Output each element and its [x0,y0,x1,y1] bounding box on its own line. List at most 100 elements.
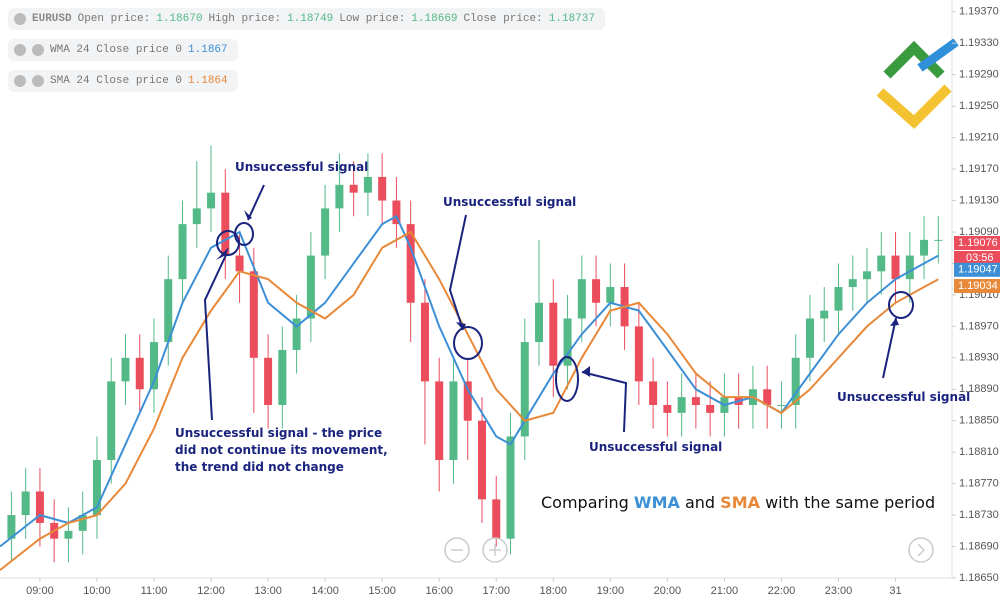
candle-body [335,184,344,209]
candle-body [877,255,886,272]
countdown-tag [954,250,1000,264]
x-tick-label: 12:00 [197,585,225,597]
legend-label: WMA 24 Close price 0 [50,44,183,56]
candle-body [35,491,44,523]
annotation: Unsuccessful signal [837,390,971,404]
candle-body [777,404,786,406]
header-label: Low price: [339,13,406,25]
y-tick-label: 1.19210 [959,132,999,144]
signal-circle [555,356,579,402]
candle-body [492,499,501,539]
candle-body [121,357,130,382]
annotation: did not continue its movement, [175,443,388,457]
candle-body [848,279,857,288]
y-tick-label: 1.18850 [959,415,999,427]
signal-circle [453,326,483,360]
price-tag-label: 1.19034 [958,280,998,292]
y-tick-label: 1.19170 [959,163,999,175]
signal-markers [203,184,914,433]
header-value: 1.18737 [548,13,595,25]
x-tick-label: 17:00 [482,585,510,597]
scroll-right-icon [917,543,926,557]
candle-body [135,357,144,390]
logo-yellow [876,84,952,129]
annotation: Unsuccessful signal [589,440,723,454]
arrowheads [216,210,899,377]
zoom-in-button[interactable] [482,537,508,563]
caption-text: Comparing [541,493,629,512]
candle-body [805,318,814,358]
candle-body [834,287,843,311]
y-tick-label: 1.18810 [959,446,999,458]
y-tick-label: 1.18930 [959,352,999,364]
arrow [448,214,467,331]
y-tick-label: 1.18970 [959,320,999,332]
settings-icon[interactable] [32,44,44,56]
candle-body [392,200,401,225]
candle-body [21,491,30,516]
signal-circle [888,291,914,319]
arrow [882,317,897,379]
y-tick-label: 1.19290 [959,69,999,81]
countdown-label: 03:56 [966,252,994,264]
candle-body [706,404,715,413]
annotation: the trend did not change [175,460,344,474]
price-tag [954,262,1000,277]
candle-body [592,279,601,303]
candle-body [763,389,772,405]
legend-item: SMA 24 Close price 0 1.1864 [8,70,238,92]
y-tick-label: 1.19090 [959,226,999,238]
candle-body [92,460,101,516]
settings-icon[interactable] [32,75,44,87]
ma-line [0,230,939,571]
zoom-out-button[interactable] [444,537,470,563]
annotation: Unsuccessful signal - the price [175,426,383,440]
arrow [203,254,227,421]
candle-body [378,176,387,201]
symbol: EURUSD [32,13,72,25]
price-tag-label: 1.19076 [958,237,998,249]
ohlc-header: EURUSD Open price: 1.18670 High price: 1.18… [8,8,605,30]
price-tag [954,279,1000,294]
caption-text: with the same period [765,493,936,512]
candle-body [449,381,458,461]
x-tick-label: 11:00 [141,585,168,597]
candle-body [292,318,301,350]
caption: Comparing WMA and SMA with the same peri… [541,493,935,512]
candle-body [477,420,486,500]
candle-body [321,208,330,256]
candle-body [691,397,700,405]
candle-body [535,302,544,343]
arrowhead [582,366,590,377]
settings-icon[interactable] [14,13,26,25]
candle-body [663,404,672,413]
candle-body [463,381,472,421]
candle-body [363,176,372,193]
remove-icon[interactable] [14,44,26,56]
candle-body [934,239,943,241]
candle-body [520,342,529,437]
y-tick-label: 1.19130 [959,194,999,206]
arrow [247,184,265,221]
y-tick-label: 1.18730 [959,509,999,521]
candle-body [78,515,87,531]
candle-body [649,381,658,405]
candle-body [264,357,273,405]
candle-body [863,271,872,280]
y-tick-label: 1.18770 [959,478,999,490]
x-tick-label: 31 [889,585,901,597]
x-tick-label: 21:00 [711,585,739,597]
remove-icon[interactable] [14,75,26,87]
candle-body [820,310,829,319]
candle-body [107,381,116,461]
x-tick-label: 13:00 [254,585,282,597]
candle-body [349,184,358,193]
y-tick-label: 1.19330 [959,37,999,49]
candle-body [905,255,914,280]
caption-wma: WMA [633,493,680,512]
scroll-right-button[interactable] [908,537,934,563]
price-tag [954,235,1000,250]
arrowhead [216,247,229,260]
